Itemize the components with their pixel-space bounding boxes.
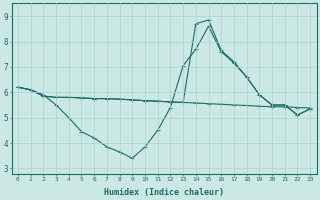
- X-axis label: Humidex (Indice chaleur): Humidex (Indice chaleur): [104, 188, 224, 197]
